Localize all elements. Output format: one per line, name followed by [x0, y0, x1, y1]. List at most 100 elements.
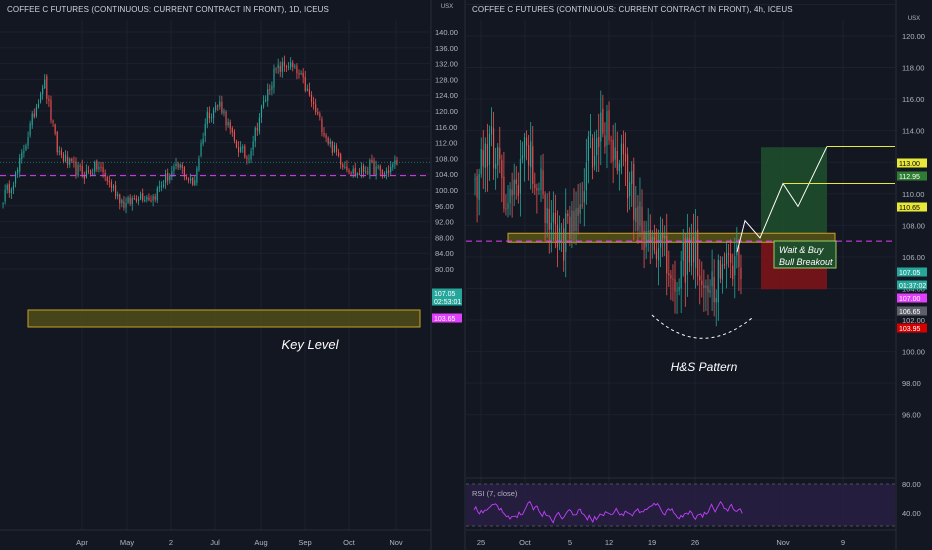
four-hour-candle	[692, 236, 695, 263]
daily-candle	[227, 122, 229, 126]
four-hour-candle	[538, 188, 540, 191]
daily-candle	[181, 165, 183, 168]
daily-candle	[304, 76, 306, 91]
time-tick-label: Aug	[254, 538, 267, 547]
price-tick-label: 100.00	[435, 186, 458, 195]
daily-candle	[160, 186, 163, 188]
daily-candle	[23, 150, 25, 153]
four-hour-candle	[717, 259, 719, 303]
price-badge	[897, 158, 927, 168]
daily-candle	[185, 177, 188, 179]
four-hour-candle	[594, 155, 596, 166]
daily-candle	[277, 64, 279, 69]
daily-candle	[112, 185, 115, 189]
target-zone	[761, 147, 827, 241]
price-badge-text: 02:53:01	[434, 299, 461, 306]
daily-candle	[92, 173, 94, 175]
daily-candle	[131, 198, 133, 205]
four-hour-candle	[598, 136, 600, 147]
daily-candle	[285, 66, 288, 68]
four-hour-candle	[641, 206, 643, 233]
daily-candle	[358, 173, 361, 175]
four-hour-chart-pane[interactable]: Wait & Buy Bull Breakout H&S Pattern RSI (7…	[464, 0, 927, 550]
daily-candle	[394, 160, 396, 165]
daily-candle	[46, 76, 48, 99]
daily-candle	[35, 107, 37, 117]
price-badge-text: 103.95	[899, 326, 921, 333]
daily-candle	[83, 175, 85, 180]
four-hour-candle	[579, 204, 581, 214]
four-hour-candle	[606, 111, 608, 146]
four-hour-candle	[600, 112, 602, 142]
price-badge-text: 106.65	[899, 309, 921, 316]
four-hour-candle	[505, 208, 507, 210]
four-hour-candle	[589, 131, 592, 136]
price-tick-label: 84.00	[435, 249, 454, 258]
price-badge	[897, 293, 927, 303]
price-tick-label: 118.00	[902, 64, 924, 73]
four-hour-candle	[682, 240, 684, 261]
daily-candle	[110, 181, 112, 188]
daily-candle	[73, 161, 75, 163]
daily-candle	[229, 122, 231, 129]
daily-candle	[252, 141, 254, 150]
four-hour-candle	[690, 238, 693, 267]
daily-candle	[42, 87, 44, 95]
daily-candle	[77, 165, 79, 177]
four-hour-candle	[662, 234, 664, 239]
price-badge	[897, 171, 927, 181]
daily-candle	[98, 167, 100, 170]
daily-candle	[17, 169, 19, 174]
daily-candle	[290, 62, 292, 68]
daily-candle	[371, 159, 373, 163]
daily-candle	[48, 98, 50, 101]
daily-candle	[390, 166, 392, 173]
projected-path	[736, 146, 828, 253]
daily-candle	[117, 194, 119, 197]
currency-label: USX	[441, 4, 453, 10]
daily-candle	[119, 194, 121, 204]
daily-candle	[127, 197, 129, 203]
four-hour-candle	[490, 126, 493, 135]
four-hour-candle	[587, 136, 589, 161]
daily-candle	[325, 135, 327, 138]
price-badge	[432, 288, 462, 298]
four-hour-candle	[620, 143, 622, 168]
rsi-tick-label: 80.00	[902, 480, 921, 489]
daily-chart-pane[interactable]: Key Level USX 140.00 136.00 132.00 128.00 124.…	[0, 0, 462, 550]
price-tick-label: 114.00	[902, 127, 924, 136]
daily-candle	[331, 141, 333, 153]
four-hour-candle	[591, 137, 594, 168]
price-tick-label: 116.00	[902, 95, 924, 104]
time-tick-label: Nov	[389, 538, 403, 547]
time-tick-label: Oct	[519, 538, 532, 547]
price-tick-label: 100.00	[902, 348, 925, 357]
daily-candle	[75, 161, 77, 175]
daily-candle	[133, 198, 135, 200]
key-level-zone	[27, 309, 421, 328]
four-hour-candle	[678, 286, 680, 291]
daily-candle	[262, 101, 265, 107]
four-hour-candle	[715, 297, 717, 303]
four-hour-candle	[633, 163, 635, 220]
daily-candle	[392, 164, 394, 168]
daily-candle	[146, 197, 148, 200]
four-hour-candle	[556, 224, 559, 248]
four-hour-candle	[740, 267, 742, 279]
price-badge-text: 01:37:02	[899, 283, 926, 290]
daily-candle	[254, 127, 256, 142]
daily-candle	[173, 166, 175, 171]
four-hour-candle	[513, 179, 515, 195]
four-hour-candle	[686, 237, 688, 275]
four-hour-candle	[612, 139, 614, 162]
four-hour-candle	[536, 187, 538, 191]
price-tick-label: 98.00	[902, 379, 921, 388]
daily-candle	[233, 131, 235, 141]
daily-candle	[271, 85, 273, 90]
wait-buy-label: Wait & Buy	[779, 245, 824, 255]
daily-candle	[315, 104, 317, 113]
daily-candle	[204, 123, 206, 136]
daily-candle	[302, 72, 304, 78]
head-and-shoulders-arc	[651, 314, 753, 339]
